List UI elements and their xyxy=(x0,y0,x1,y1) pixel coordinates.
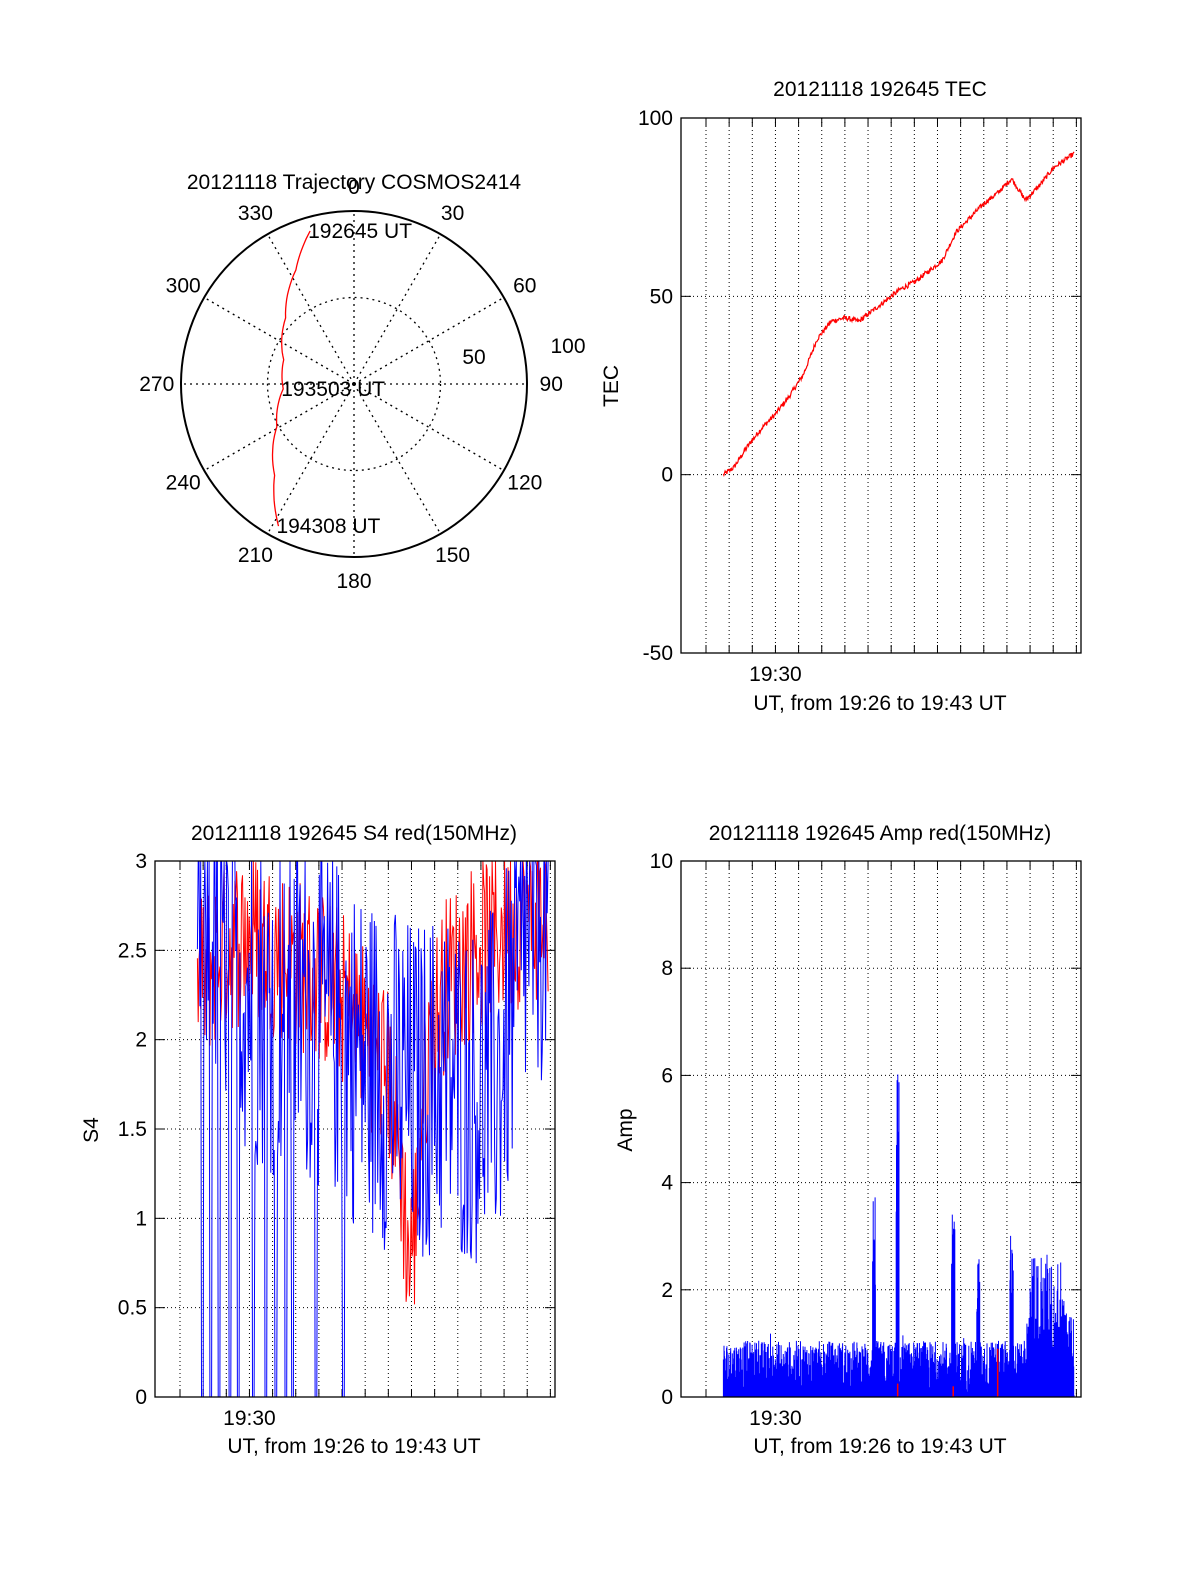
tec-title: 20121118 192645 TEC xyxy=(773,78,987,101)
s4-title: 20121118 192645 S4 red(150MHz) xyxy=(191,822,517,845)
grid-lines xyxy=(681,117,1081,654)
x-tick-label: 19:30 xyxy=(749,1407,802,1430)
s4-xlabel: UT, from 19:26 to 19:43 UT xyxy=(227,1435,480,1458)
y-tick-label: 1 xyxy=(135,1207,147,1230)
polar-spoke xyxy=(266,233,355,385)
amp-xlabel: UT, from 19:26 to 19:43 UT xyxy=(753,1435,1006,1458)
polar-ring-50 xyxy=(266,296,442,472)
polar-angle-label: 240 xyxy=(166,472,201,495)
s4-blue-series xyxy=(196,860,549,1398)
grid-lines xyxy=(681,860,1081,1398)
y-tick-label: 0 xyxy=(661,1386,673,1409)
x-tick-label: 19:30 xyxy=(223,1407,276,1430)
y-tick-label: 0 xyxy=(661,464,673,487)
tec-ylabel: TEC xyxy=(600,365,623,407)
polar-angle-label: 150 xyxy=(435,544,470,567)
polar-angle-label: 30 xyxy=(441,202,464,225)
tec-xlabel: UT, from 19:26 to 19:43 UT xyxy=(753,692,1006,715)
polar-angle-label: 270 xyxy=(139,373,174,396)
trajectory-polar-plot: 20121118 Trajectory COSMOS2414 0 30 60 90 12… xyxy=(139,171,585,593)
trajectory-title: 20121118 Trajectory COSMOS2414 xyxy=(187,171,522,194)
s4-plot: 20121118 192645 S4 red(150MHz) S4 UT, fr… xyxy=(80,822,556,1458)
trajectory-time-label: 192645 UT xyxy=(308,220,412,243)
polar-angle-label: 330 xyxy=(238,202,273,225)
polar-angle-label: 300 xyxy=(166,274,201,297)
plot-frame xyxy=(680,860,1082,1398)
polar-spoke xyxy=(353,296,505,385)
polar-spoke xyxy=(353,383,505,472)
y-tick-label: 0 xyxy=(135,1386,147,1409)
amp-blue-series xyxy=(722,1074,1075,1397)
y-tick-label: 1.5 xyxy=(118,1118,147,1141)
y-tick-label: 4 xyxy=(661,1172,673,1195)
polar-spoke xyxy=(353,233,442,385)
polar-radial-label: 100 xyxy=(550,335,585,358)
y-tick-label: -50 xyxy=(643,642,673,665)
polar-spoke xyxy=(266,383,355,535)
polar-angle-label: 120 xyxy=(507,472,542,495)
y-tick-label: 0.5 xyxy=(118,1297,147,1320)
y-tick-label: 3 xyxy=(135,850,147,873)
polar-angle-label: 210 xyxy=(238,544,273,567)
y-tick-label: 2 xyxy=(661,1279,673,1302)
plot-frame xyxy=(680,117,1082,654)
y-tick-label: 10 xyxy=(650,850,673,873)
polar-spoke xyxy=(353,383,442,535)
s4-ylabel: S4 xyxy=(80,1117,103,1143)
amp-plot: 20121118 192645 Amp red(150MHz) Amp UT, … xyxy=(614,822,1082,1458)
y-tick-label: 2.5 xyxy=(118,939,147,962)
amp-ylabel: Amp xyxy=(614,1108,637,1151)
y-tick-label: 2 xyxy=(135,1029,147,1052)
trajectory-line xyxy=(271,230,311,527)
y-tick-label: 50 xyxy=(650,285,673,308)
trajectory-time-label: 193503 UT xyxy=(281,378,385,401)
trajectory-time-label: 194308 UT xyxy=(276,515,380,538)
polar-spoke xyxy=(203,383,355,472)
y-tick-label: 100 xyxy=(638,107,673,130)
tec-series-line xyxy=(722,151,1075,478)
polar-angle-label: 0 xyxy=(348,176,360,199)
plot-frame xyxy=(154,860,556,1398)
tec-plot: 20121118 192645 TEC TEC UT, from 19:26 t… xyxy=(600,78,1082,715)
polar-angle-labels: 0 30 60 90 120 150 180 210 240 270 300 330 50 100 xyxy=(139,176,585,593)
polar-angle-label: 180 xyxy=(336,570,371,593)
x-tick-label: 19:30 xyxy=(749,663,802,686)
polar-angle-label: 90 xyxy=(540,373,563,396)
amp-title: 20121118 192645 Amp red(150MHz) xyxy=(709,822,1051,845)
y-tick-label: 6 xyxy=(661,1064,673,1087)
polar-spoke xyxy=(203,296,355,385)
y-tick-label: 8 xyxy=(661,957,673,980)
polar-angle-label: 60 xyxy=(513,274,536,297)
polar-grid xyxy=(180,210,528,558)
trajectory-track: 192645 UT 193503 UT 194308 UT xyxy=(271,220,412,538)
polar-radial-label: 50 xyxy=(462,346,485,369)
polar-outer-ring xyxy=(180,210,528,558)
